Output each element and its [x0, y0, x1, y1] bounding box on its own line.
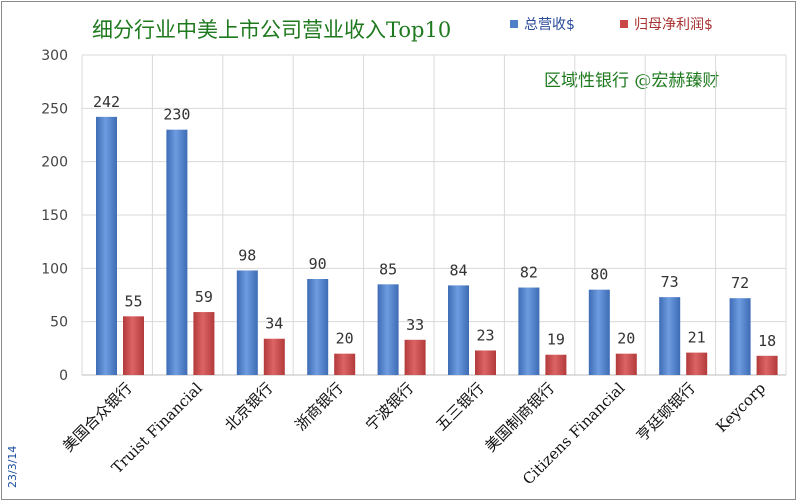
y-tick-label: 50	[50, 315, 68, 331]
net-profit-bar	[123, 316, 144, 375]
y-tick-label: 200	[41, 155, 68, 171]
revenue-bar	[518, 287, 540, 375]
revenue-data-label: 242	[93, 93, 120, 111]
legend-item-revenue: 总营收$	[510, 14, 575, 34]
net-profit-data-label: 18	[758, 332, 776, 350]
net-profit-bar	[193, 312, 215, 375]
legend-swatch-revenue	[510, 20, 518, 28]
revenue-bar	[307, 279, 329, 375]
revenue-data-label: 82	[520, 264, 538, 282]
revenue-bar	[96, 116, 117, 375]
net-profit-bar	[545, 354, 567, 375]
category-label: 宁波银行	[362, 379, 417, 434]
revenue-data-label: 73	[661, 273, 679, 291]
net-profit-bar	[475, 350, 496, 375]
net-profit-data-label: 20	[336, 330, 354, 348]
revenue-bar	[588, 289, 610, 375]
revenue-data-label: 90	[309, 255, 327, 273]
revenue-data-label: 84	[449, 261, 467, 279]
net-profit-data-label: 23	[476, 326, 494, 344]
net-profit-bar	[334, 353, 356, 375]
net-profit-data-label: 34	[265, 315, 283, 333]
category-label: 北京银行	[221, 379, 276, 434]
net-profit-bar	[756, 355, 778, 375]
net-profit-bar	[263, 338, 285, 375]
net-profit-data-label: 19	[547, 331, 565, 349]
revenue-data-label: 80	[590, 266, 608, 284]
net-profit-data-label: 55	[124, 292, 142, 310]
net-profit-bar	[404, 339, 426, 375]
chart-subtitle: 区域性银行 @宏赫臻财	[544, 71, 720, 91]
y-tick-label: 100	[41, 261, 68, 277]
revenue-data-label: 72	[731, 274, 749, 292]
category-label: Keycorp	[712, 379, 769, 436]
category-label: 亨廷顿银行	[633, 379, 699, 445]
category-label: 五三银行	[432, 379, 487, 434]
net-profit-data-label: 33	[406, 316, 424, 334]
net-profit-data-label: 59	[195, 288, 213, 306]
y-tick-label: 250	[41, 101, 68, 117]
revenue-bar	[166, 129, 188, 375]
revenue-bar	[236, 270, 258, 375]
revenue-data-label: 230	[163, 106, 190, 124]
net-profit-data-label: 20	[617, 330, 635, 348]
net-profit-bar	[686, 352, 708, 375]
y-tick-label: 300	[41, 48, 68, 64]
revenue-bar	[377, 284, 399, 375]
category-label: 美国制商银行	[482, 379, 558, 455]
revenue-data-label: 85	[379, 260, 397, 278]
revenue-data-label: 98	[238, 246, 256, 264]
revenue-bar	[729, 298, 751, 375]
net-profit-data-label: 21	[688, 329, 706, 347]
y-tick-label: 150	[41, 208, 68, 224]
legend-label-net-profit: 归母净利润$	[634, 17, 713, 33]
legend-label-revenue: 总营收$	[524, 17, 575, 33]
net-profit-bar	[615, 353, 637, 375]
category-label: 浙商银行	[292, 379, 347, 434]
legend-item-net-profit: 归母净利润$	[620, 14, 713, 34]
y-tick-label: 0	[59, 368, 68, 384]
revenue-bar	[448, 285, 469, 375]
chart-title: 细分行业中美上市公司营业收入Top10	[92, 18, 452, 42]
revenue-bar	[659, 297, 681, 375]
category-label: 美国合众银行	[59, 379, 135, 455]
legend-swatch-net-profit	[620, 20, 628, 28]
